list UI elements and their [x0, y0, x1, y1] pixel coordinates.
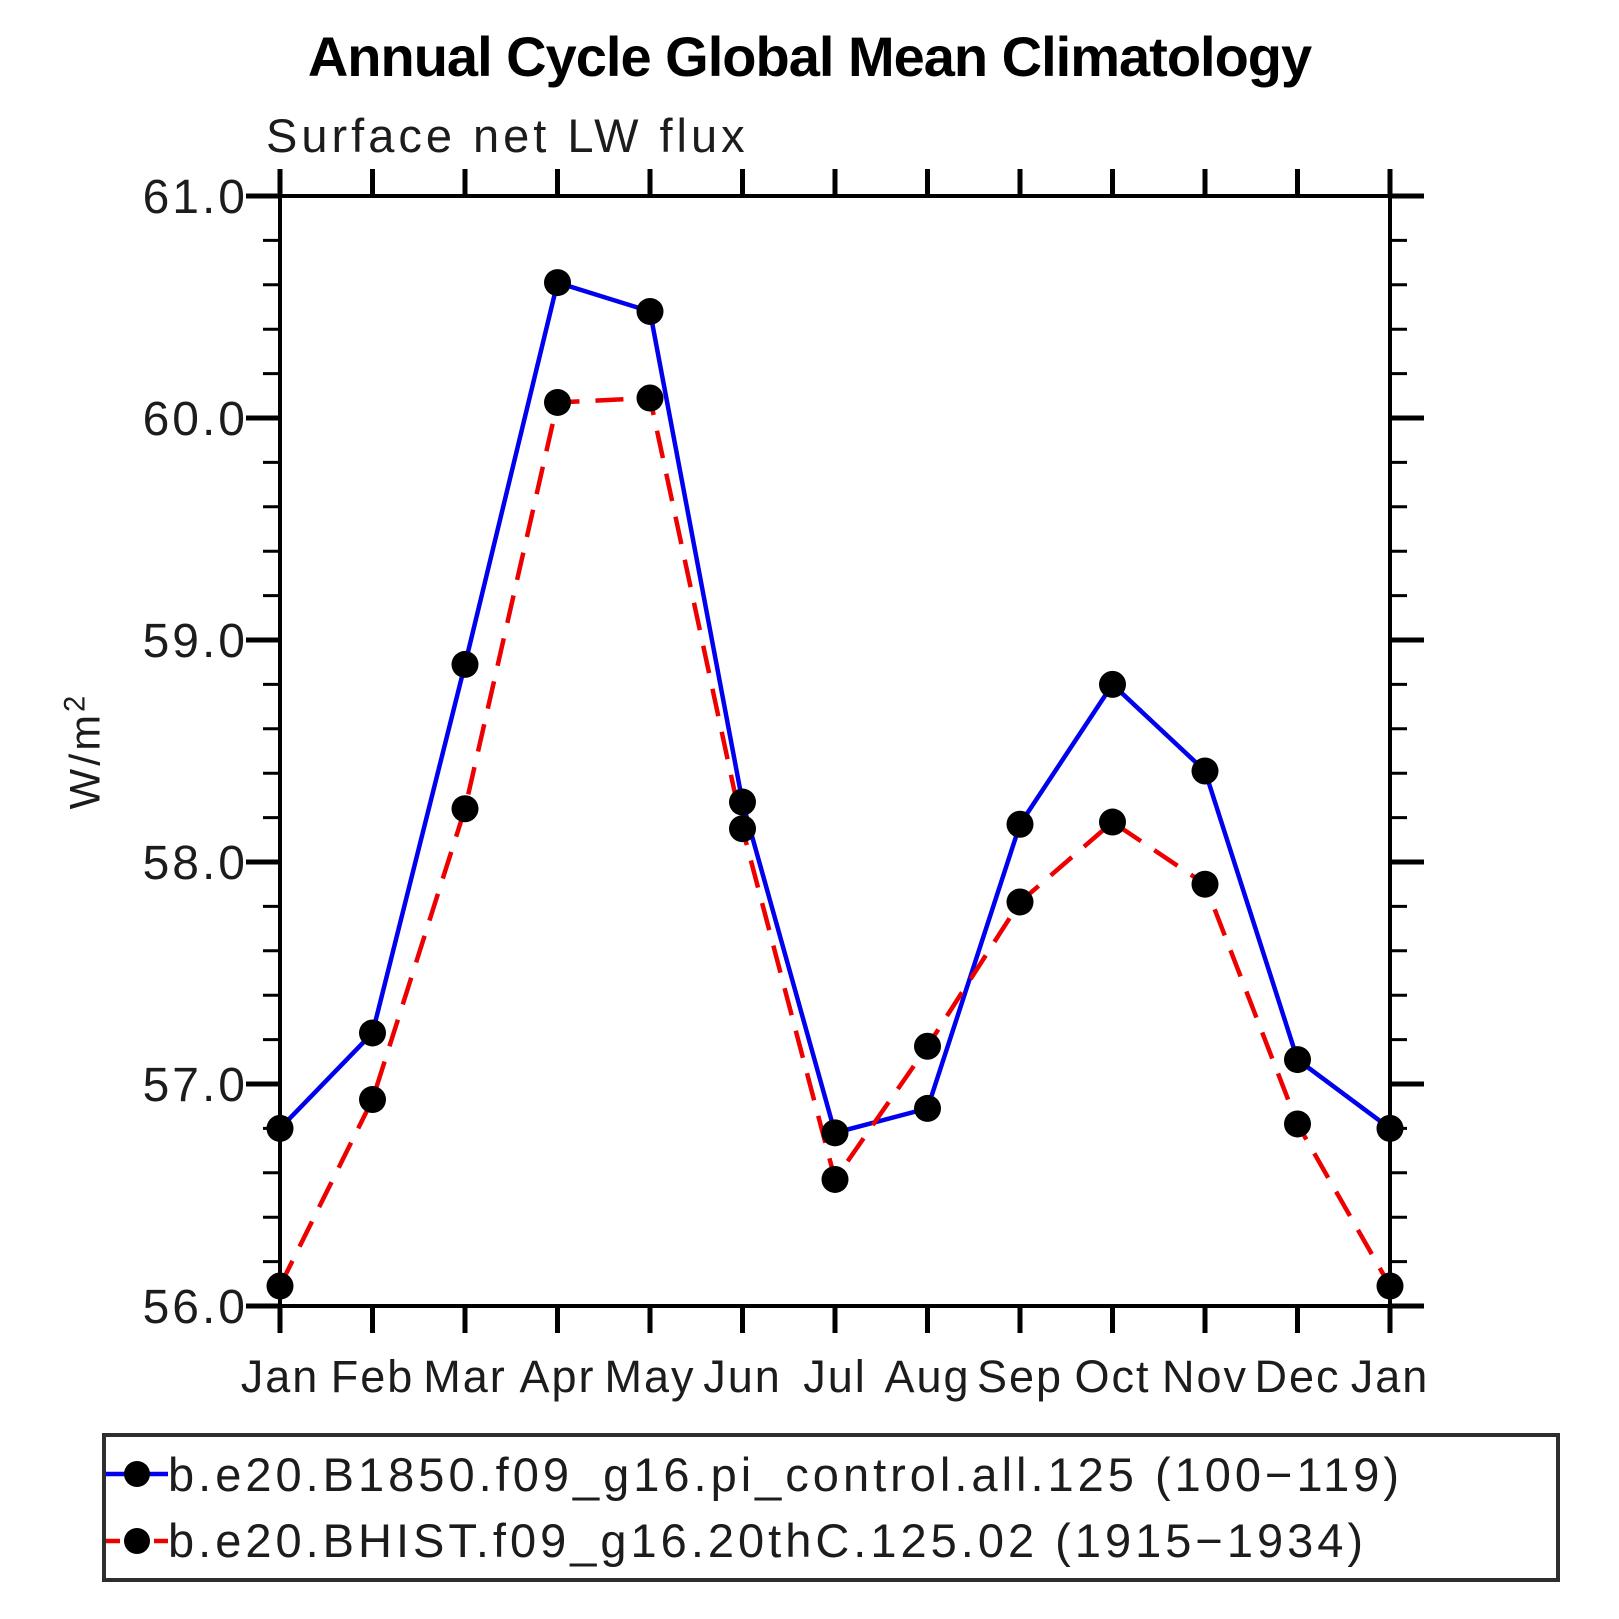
- data-point-marker: [266, 1114, 294, 1142]
- chart-subtitle: Surface net LW flux: [266, 109, 749, 162]
- x-tick-label: Oct: [1074, 1351, 1150, 1402]
- x-tick-label: Mar: [423, 1351, 507, 1402]
- legend-box: b.e20.B1850.f09_g16.pi_control.all.125 (…: [102, 1433, 1560, 1582]
- data-point-marker: [359, 1086, 386, 1114]
- data-point-marker: [1006, 888, 1034, 916]
- data-point-marker: [1284, 1046, 1311, 1074]
- x-tick-label: Jan: [1351, 1351, 1430, 1402]
- x-tick-label: Jul: [803, 1351, 867, 1402]
- data-point-marker: [1006, 810, 1034, 838]
- chart-title: Annual Cycle Global Mean Climatology: [307, 25, 1312, 88]
- x-tick-label: Nov: [1162, 1351, 1248, 1402]
- y-tick-label: 56.0: [143, 1281, 248, 1334]
- data-point-marker: [636, 297, 664, 325]
- data-point-marker: [1191, 870, 1219, 898]
- legend-label-bhist: b.e20.BHIST.f09_g16.20thC.125.02 (1915−1…: [168, 1514, 1368, 1568]
- x-tick-label: Dec: [1254, 1351, 1340, 1402]
- series-markers: [266, 269, 1404, 1300]
- data-point-marker: [821, 1119, 849, 1147]
- data-point-marker: [1099, 808, 1126, 836]
- y-tick-label: 61.0: [143, 171, 248, 224]
- data-point-marker: [914, 1094, 941, 1122]
- plot-box: [278, 194, 1392, 1308]
- data-point-marker: [821, 1165, 849, 1193]
- y-tick-label: 58.0: [143, 837, 248, 890]
- x-tick-label: Jun: [703, 1351, 782, 1402]
- data-point-marker: [266, 1272, 294, 1300]
- data-point-marker: [544, 388, 571, 416]
- data-point-marker: [914, 1032, 941, 1060]
- legend-dashed-line-marker-icon: [106, 1527, 168, 1554]
- data-point-marker: [1284, 1110, 1311, 1138]
- x-tick-label: Apr: [519, 1351, 595, 1402]
- series-line-1: [277, 395, 1392, 1288]
- x-tick-label: Feb: [331, 1351, 415, 1402]
- x-tick-label: May: [604, 1351, 695, 1402]
- data-point-marker: [729, 788, 756, 816]
- series-line-0: [278, 279, 1392, 1136]
- y-tick-label: 59.0: [143, 615, 248, 668]
- data-point-marker: [1191, 757, 1219, 785]
- y-tick-label: 60.0: [143, 393, 248, 446]
- y-tick-label: 57.0: [143, 1059, 248, 1112]
- x-axis-ticks-and-labels: Jan Feb Mar Apr May Jun Jul Aug Sep Oct Nov Dec Jan: [241, 169, 1430, 1402]
- data-point-marker: [451, 650, 479, 678]
- data-point-marker: [1376, 1272, 1404, 1300]
- data-point-marker: [729, 815, 756, 843]
- data-point-marker: [359, 1019, 386, 1047]
- x-tick-label: Jan: [241, 1351, 320, 1402]
- data-point-marker: [1376, 1114, 1404, 1142]
- legend-solid-line-marker-icon: [106, 1461, 168, 1488]
- x-tick-label: Sep: [977, 1351, 1063, 1402]
- legend-label-pi-control: b.e20.B1850.f09_g16.pi_control.all.125 (…: [168, 1447, 1404, 1501]
- data-point-marker: [636, 384, 664, 412]
- x-tick-label: Aug: [884, 1351, 970, 1402]
- legend-item-pi-control: b.e20.B1850.f09_g16.pi_control.all.125 (…: [106, 1443, 1556, 1505]
- data-point-marker: [544, 269, 571, 297]
- data-point-marker: [451, 795, 479, 823]
- data-point-marker: [1099, 670, 1126, 698]
- legend-item-bhist: b.e20.BHIST.f09_g16.20thC.125.02 (1915−1…: [106, 1510, 1556, 1572]
- y-axis-ticks-and-labels: 56.0 57.0 58.0 59.0 60.0 61.0: [143, 171, 1424, 1334]
